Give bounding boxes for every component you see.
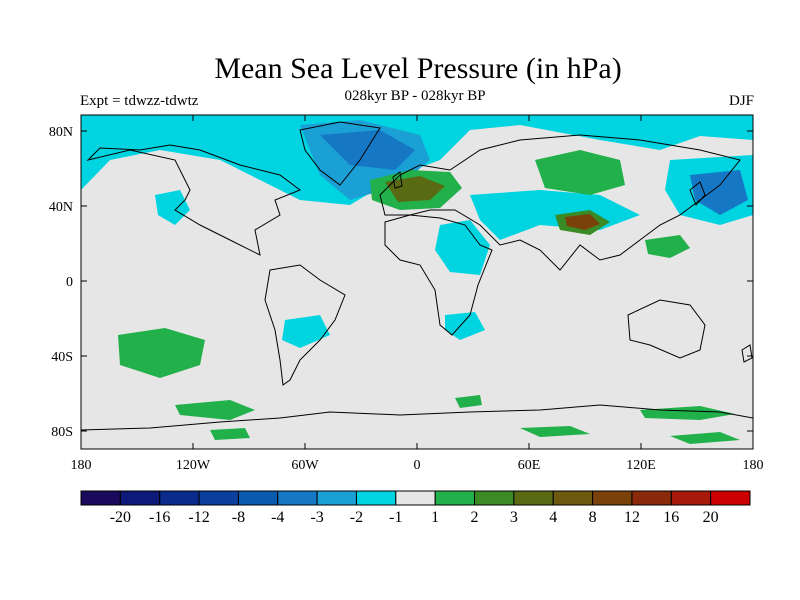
coastline-britain <box>392 171 403 189</box>
anomaly-region-greenland-core <box>320 130 415 170</box>
coastline-japan <box>689 181 706 206</box>
season-label: DJF <box>728 93 754 109</box>
lat-tick-label: 40S <box>51 350 73 365</box>
anomaly-region-tibet-core <box>565 214 600 230</box>
anomaly-region-antarctic-3 <box>670 432 740 444</box>
anomaly-region-north-pacific-core <box>690 170 748 215</box>
latitude-ticks: 80N 40N 0 40S 80S <box>49 125 753 440</box>
anomaly-region-south-america <box>282 315 330 348</box>
coastline-greenland <box>299 121 381 186</box>
lon-tick-label: 0 <box>414 458 421 473</box>
coastline-antarctica <box>81 404 753 431</box>
anomaly-region-east-pacific <box>155 190 190 225</box>
lon-tick-label: 60E <box>518 458 541 473</box>
coastline-north-america <box>86 144 302 256</box>
map-subtitle: 028kyr BP - 028kyr BP <box>344 88 486 104</box>
coastline-eurasia <box>379 134 741 271</box>
anomaly-region-antarctic-1 <box>520 426 590 437</box>
lon-tick-label: 120E <box>626 458 656 473</box>
anomaly-region-antarctic-2 <box>210 428 250 440</box>
anomaly-region-southern-ocean-3 <box>640 406 735 420</box>
anomaly-region-west-pacific <box>645 235 690 258</box>
lat-tick-label: 40N <box>49 200 73 215</box>
lon-tick-label: 60W <box>291 458 319 473</box>
experiment-label: Expt = tdwzz-tdwtz <box>80 93 199 109</box>
coastline-australia <box>627 299 706 359</box>
coastline-nz <box>741 344 753 363</box>
anomaly-region-south-africa <box>445 312 485 340</box>
anomaly-region-southern-ocean-2 <box>455 395 482 408</box>
lat-tick-label: 0 <box>66 275 73 290</box>
coastline-africa <box>384 214 493 336</box>
coastlines <box>81 121 753 431</box>
lat-tick-label: 80S <box>51 425 73 440</box>
lat-tick-label: 80N <box>49 125 73 140</box>
anomaly-region-south-pacific <box>118 328 205 378</box>
coastline-south-america <box>264 264 346 386</box>
lon-tick-label: 180 <box>743 458 764 473</box>
lon-tick-label: 180 <box>71 458 92 473</box>
anomaly-region-southern-ocean-1 <box>175 400 255 420</box>
anomaly-region-africa <box>435 220 490 275</box>
longitude-ticks: 180 120W 60W 0 60E 120E 180 <box>71 115 764 473</box>
pressure-anomaly-fields <box>81 115 753 444</box>
anomaly-region-europe-core <box>385 176 445 202</box>
lon-tick-label: 120W <box>176 458 211 473</box>
anomaly-region-siberia <box>535 150 625 195</box>
map-title: Mean Sea Level Pressure (in hPa) <box>214 52 622 85</box>
